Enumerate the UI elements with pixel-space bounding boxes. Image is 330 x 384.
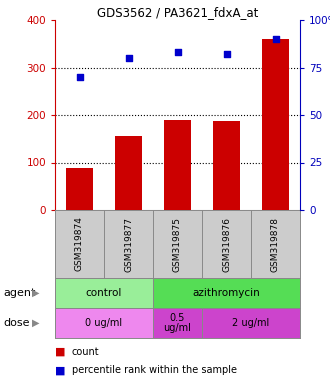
Bar: [213, 121, 240, 210]
Bar: [164, 120, 191, 210]
Text: ▶: ▶: [32, 288, 39, 298]
Point: [273, 36, 278, 42]
Point: [224, 51, 229, 57]
Text: GSM319876: GSM319876: [222, 217, 231, 271]
Text: control: control: [86, 288, 122, 298]
Bar: [115, 136, 142, 210]
Text: dose: dose: [3, 318, 30, 328]
Point: [175, 49, 180, 55]
Text: GSM319878: GSM319878: [271, 217, 280, 271]
Bar: [153, 308, 202, 338]
Text: azithromycin: azithromycin: [193, 288, 260, 298]
Text: GSM319875: GSM319875: [173, 217, 182, 271]
Text: ▶: ▶: [32, 318, 39, 328]
Text: GSM319877: GSM319877: [124, 217, 133, 271]
Point: [126, 55, 131, 61]
Bar: [55, 278, 153, 308]
Text: agent: agent: [3, 288, 36, 298]
Text: GSM319874: GSM319874: [75, 217, 84, 271]
Text: 2 ug/ml: 2 ug/ml: [232, 318, 270, 328]
Text: 0.5
ug/ml: 0.5 ug/ml: [164, 313, 191, 333]
Bar: [66, 168, 93, 210]
Text: ■: ■: [55, 365, 65, 375]
Bar: [202, 308, 300, 338]
Text: 0 ug/ml: 0 ug/ml: [85, 318, 122, 328]
Text: ■: ■: [55, 347, 65, 357]
Title: GDS3562 / PA3621_fdxA_at: GDS3562 / PA3621_fdxA_at: [97, 6, 258, 19]
Point: [77, 74, 82, 80]
Bar: [55, 308, 153, 338]
Text: count: count: [72, 347, 99, 357]
Bar: [262, 39, 289, 210]
Text: percentile rank within the sample: percentile rank within the sample: [72, 365, 237, 375]
Bar: [153, 278, 300, 308]
